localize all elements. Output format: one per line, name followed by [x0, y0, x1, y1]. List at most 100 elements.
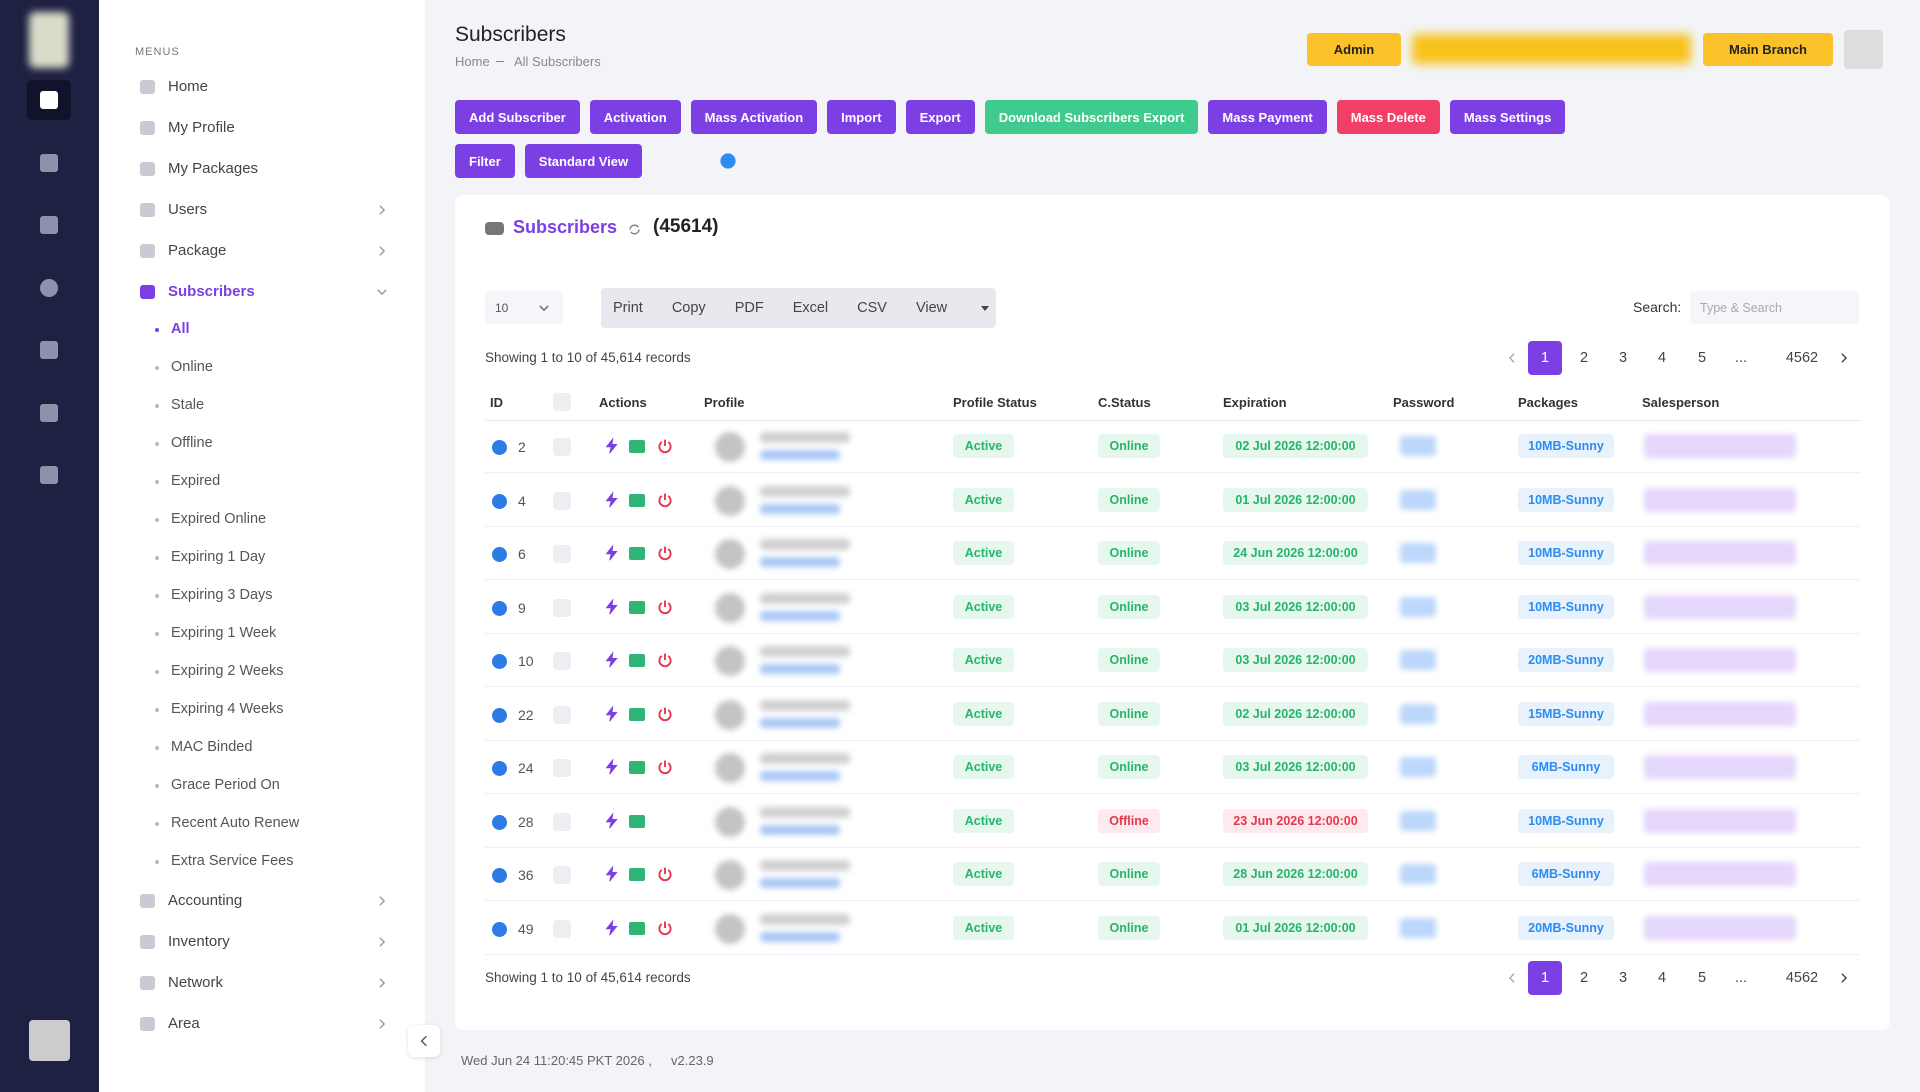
breadcrumb[interactable]: Home: [455, 54, 490, 69]
expand-button[interactable]: [492, 761, 507, 776]
profile-user[interactable]: [760, 771, 840, 781]
submenu-item[interactable]: All: [99, 318, 425, 342]
expand-button[interactable]: [492, 868, 507, 883]
rail-icon[interactable]: [40, 279, 58, 297]
page-link[interactable]: 4: [1657, 350, 1667, 366]
menu-item[interactable]: Users: [99, 196, 425, 224]
toolbar-button[interactable]: Add Subscriber: [455, 100, 580, 134]
page-link[interactable]: 1: [1528, 341, 1562, 375]
toolbar-button[interactable]: Filter: [455, 144, 515, 178]
rail-icon[interactable]: [40, 341, 58, 359]
page-length-select[interactable]: 10: [485, 291, 563, 324]
row-checkbox[interactable]: [553, 812, 571, 831]
menu-item[interactable]: Accounting: [99, 887, 425, 915]
header-checkbox[interactable]: [553, 393, 571, 411]
menu-item[interactable]: Subscribers: [99, 278, 425, 306]
page-link[interactable]: 3: [1618, 970, 1628, 986]
toolbar-button[interactable]: Import: [827, 100, 896, 134]
submenu-item[interactable]: Expiring 1 Week: [99, 622, 425, 646]
expand-button[interactable]: [492, 547, 507, 562]
profile-user[interactable]: [760, 450, 840, 460]
page-link[interactable]: 2: [1579, 350, 1589, 366]
header-avatar[interactable]: [1844, 30, 1883, 69]
toolbar-button[interactable]: Download Subscribers Export: [984, 100, 1199, 134]
page-link[interactable]: 1: [1528, 961, 1562, 995]
expand-button[interactable]: [492, 814, 507, 830]
row-checkbox[interactable]: [553, 866, 571, 884]
toolbar-button[interactable]: Mass Payment: [1208, 100, 1327, 134]
search-input[interactable]: Type & Search: [1690, 291, 1859, 324]
row-checkbox[interactable]: [553, 438, 571, 456]
toolbar-button[interactable]: Mass Settings: [1449, 100, 1566, 134]
menu-item[interactable]: My Profile: [99, 114, 425, 142]
profile-user[interactable]: [760, 610, 840, 621]
rail-icon[interactable]: [40, 404, 58, 422]
expand-button[interactable]: [492, 707, 507, 723]
page-link[interactable]: 5: [1697, 970, 1707, 986]
expand-button[interactable]: [492, 654, 507, 669]
export-button[interactable]: Excel: [792, 300, 829, 316]
branch-button[interactable]: Main Branch: [1703, 33, 1833, 66]
page-link[interactable]: 4562: [1785, 970, 1819, 986]
toolbar-button[interactable]: Activation: [589, 100, 681, 134]
rail-icon[interactable]: [40, 154, 58, 172]
expand-button[interactable]: [492, 600, 507, 616]
rail-icon[interactable]: [40, 466, 58, 484]
export-button[interactable]: Print: [613, 300, 643, 316]
row-checkbox[interactable]: [553, 491, 571, 510]
menu-item[interactable]: My Packages: [99, 155, 425, 183]
expand-button[interactable]: [492, 921, 507, 937]
page-link[interactable]: 4: [1657, 970, 1667, 986]
export-button[interactable]: Copy: [671, 300, 706, 316]
submenu-item[interactable]: Online: [99, 356, 425, 380]
toolbar-button[interactable]: Standard View: [524, 144, 643, 178]
submenu-item[interactable]: Expiring 2 Weeks: [99, 660, 425, 684]
profile-user[interactable]: [760, 557, 840, 567]
rail-icon[interactable]: [40, 91, 58, 109]
profile-user[interactable]: [760, 503, 840, 514]
submenu-item[interactable]: Expired: [99, 470, 425, 494]
expand-button[interactable]: [492, 493, 507, 509]
submenu-item[interactable]: Stale: [99, 394, 425, 418]
profile-user[interactable]: [760, 878, 840, 888]
menu-item[interactable]: Home: [99, 73, 425, 101]
export-button[interactable]: View: [915, 300, 948, 316]
toolbar-button[interactable]: Export: [905, 100, 975, 134]
user-avatar[interactable]: [29, 1020, 70, 1061]
submenu-item[interactable]: Expiring 4 Weeks: [99, 698, 425, 722]
row-checkbox[interactable]: [553, 759, 571, 777]
submenu-item[interactable]: Extra Service Fees: [99, 850, 425, 874]
menu-item[interactable]: Network: [99, 969, 425, 997]
menu-item[interactable]: Package: [99, 237, 425, 265]
toolbar-button[interactable]: Mass Delete: [1336, 100, 1440, 134]
profile-user[interactable]: [760, 931, 840, 942]
profile-user[interactable]: [760, 717, 840, 728]
submenu-item[interactable]: Expiring 3 Days: [99, 584, 425, 608]
page-link[interactable]: 5: [1697, 350, 1707, 366]
profile-user[interactable]: [760, 824, 840, 835]
export-button[interactable]: PDF: [734, 300, 764, 316]
rail-icon[interactable]: [40, 216, 58, 234]
submenu-item[interactable]: Offline: [99, 432, 425, 456]
profile-user[interactable]: [760, 664, 840, 674]
menu-item[interactable]: Area: [99, 1010, 425, 1038]
row-checkbox[interactable]: [553, 652, 571, 670]
row-checkbox[interactable]: [553, 705, 571, 724]
toolbar-button[interactable]: Mass Activation: [690, 100, 818, 134]
page-link[interactable]: 3: [1618, 350, 1628, 366]
row-checkbox[interactable]: [553, 919, 571, 938]
expand-button[interactable]: [492, 440, 507, 455]
row-checkbox[interactable]: [553, 545, 571, 563]
collapse-button[interactable]: [408, 1025, 440, 1057]
export-button[interactable]: CSV: [857, 300, 887, 316]
page-link[interactable]: 4562: [1785, 350, 1819, 366]
submenu-item[interactable]: Recent Auto Renew: [99, 812, 425, 836]
submenu-item[interactable]: MAC Binded: [99, 736, 425, 760]
submenu-item[interactable]: Expired Online: [99, 508, 425, 532]
menu-item[interactable]: Inventory: [99, 928, 425, 956]
page-link[interactable]: 2: [1579, 970, 1589, 986]
submenu-item[interactable]: Expiring 1 Day: [99, 546, 425, 570]
row-checkbox[interactable]: [553, 598, 571, 617]
admin-button[interactable]: Admin: [1307, 33, 1401, 66]
submenu-item[interactable]: Grace Period On: [99, 774, 425, 798]
